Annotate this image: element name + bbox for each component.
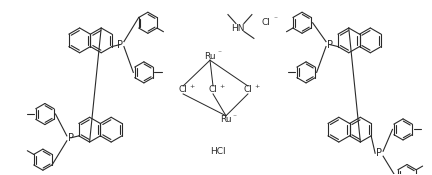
Text: ⁻: ⁻: [233, 112, 237, 121]
Text: Cl: Cl: [244, 85, 252, 94]
Text: Ru: Ru: [204, 52, 216, 61]
Text: ⁻: ⁻: [217, 49, 221, 58]
Text: +: +: [219, 83, 225, 89]
Text: Ru: Ru: [220, 115, 232, 124]
Text: P: P: [376, 148, 382, 158]
Text: HCl: HCl: [210, 147, 226, 156]
Text: P: P: [117, 40, 123, 50]
Text: +: +: [254, 83, 260, 89]
Text: P: P: [327, 40, 333, 50]
Text: +: +: [190, 83, 195, 89]
Text: P: P: [68, 133, 74, 143]
Text: HN: HN: [231, 24, 245, 33]
Text: ⁻: ⁻: [274, 14, 278, 23]
Text: Cl: Cl: [179, 85, 187, 94]
Text: Cl: Cl: [209, 85, 217, 94]
Text: Cl: Cl: [262, 18, 271, 27]
